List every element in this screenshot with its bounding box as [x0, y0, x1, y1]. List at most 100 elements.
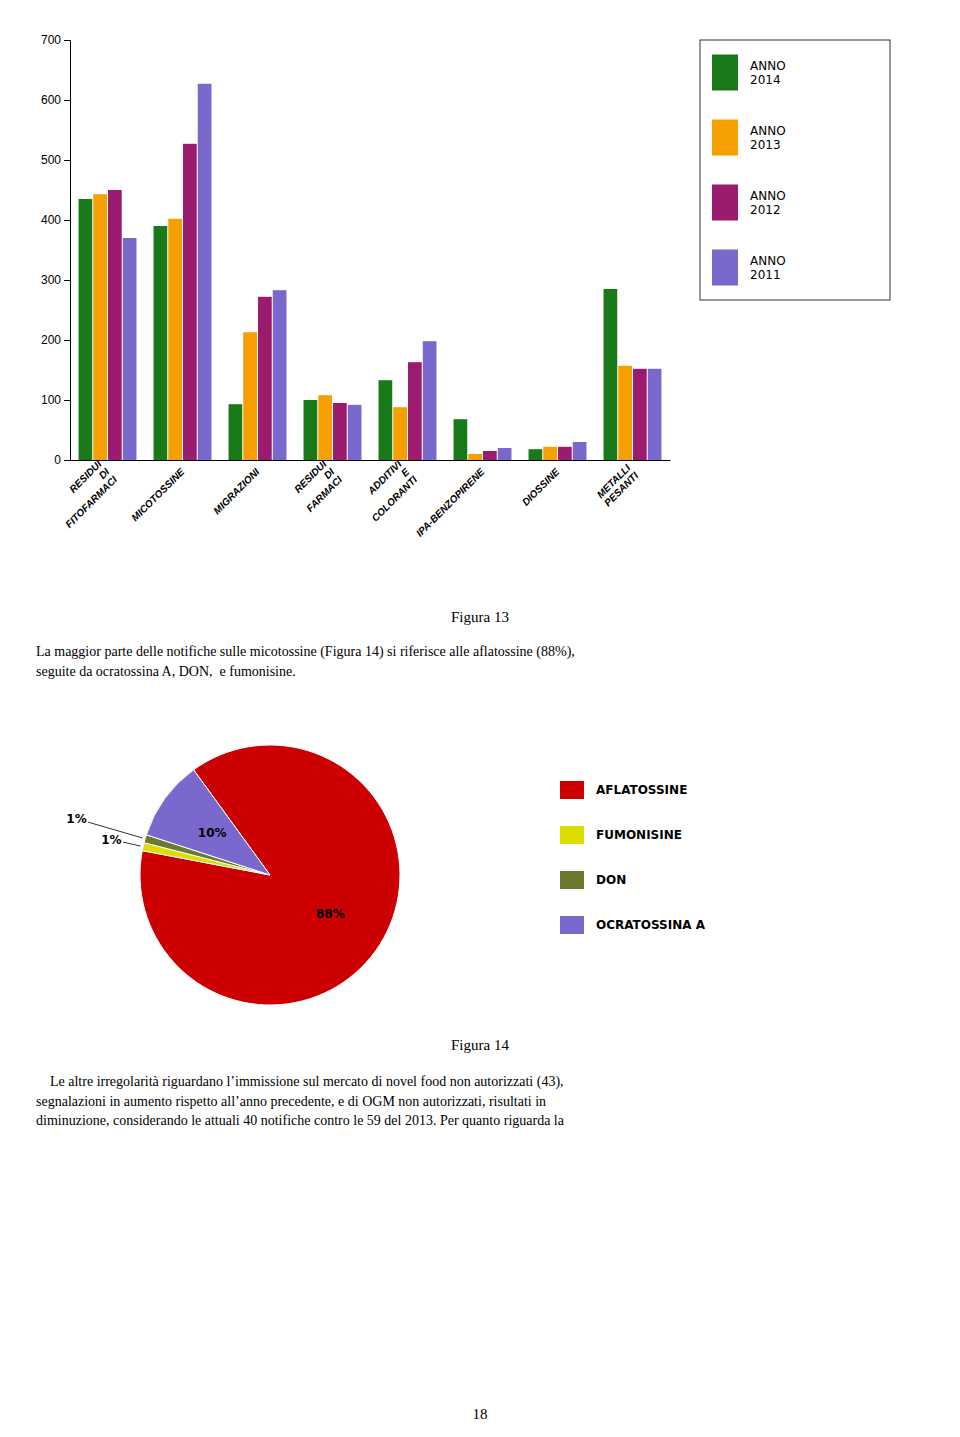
legend-swatch — [712, 120, 738, 156]
paragraph: Le altre irregolarità riguardano l’immis… — [36, 1074, 565, 1128]
data-label: 88% — [316, 907, 345, 921]
bar — [348, 405, 362, 460]
bar — [454, 419, 468, 460]
leader-line — [88, 822, 143, 838]
legend-item: FUMONISINE — [560, 826, 682, 844]
bar — [423, 341, 437, 460]
legend: ANNO2014 ANNO2013 ANNO2012 ANNO2011 — [700, 40, 890, 300]
bar — [318, 395, 332, 460]
bar-series — [93, 194, 632, 460]
legend-label: FUMONISINE — [596, 828, 682, 842]
bar — [258, 297, 272, 460]
bar — [483, 451, 497, 460]
tick-label: RESIDUIDIFARMACI — [289, 458, 345, 514]
data-label: 1% — [101, 833, 121, 847]
paragraph: La maggior parte delle notifiche sulle m… — [36, 644, 575, 679]
legend-label: ANNO2014 — [750, 59, 786, 87]
tick-label: 300 — [41, 273, 61, 287]
legend-swatch — [560, 871, 584, 889]
tick-label: DIOSSINE — [520, 466, 562, 508]
caption: Figura 13 — [451, 609, 509, 625]
legend-item: OCRATOSSINA A — [560, 916, 706, 934]
bar — [379, 380, 393, 460]
tick: 100 — [41, 393, 70, 407]
bars — [79, 84, 662, 460]
tick-label: 200 — [41, 333, 61, 347]
legend-label: ANNO2012 — [750, 189, 786, 217]
bar — [498, 448, 512, 460]
legend-item: ANNO2014 — [712, 55, 786, 91]
axis-line — [71, 460, 671, 461]
tick: 600 — [41, 93, 70, 107]
bar — [333, 403, 347, 460]
tick: IPA-BENZOPIRENE — [414, 466, 487, 539]
legend-item: ANNO2011 — [712, 250, 786, 286]
page: 0 100 200 300 400 500 600 700 RESIDUIDIFITOFARMA… — [0, 0, 960, 1437]
bar — [243, 332, 257, 460]
tick: MICOTOSSINE — [129, 466, 186, 523]
tick: 200 — [41, 333, 70, 347]
tick-label: 0 — [54, 453, 61, 467]
legend-swatch — [560, 826, 584, 844]
bar — [393, 407, 407, 460]
bar — [93, 194, 107, 460]
tick-label: RESIDUIDIFITOFARMACI — [48, 458, 120, 530]
bar — [468, 454, 482, 460]
tick: METALLIPESANTI — [594, 462, 640, 508]
legend-swatch — [560, 916, 584, 934]
tick: RESIDUIDIFARMACI — [289, 458, 345, 514]
legend-item: AFLATOSSINE — [560, 781, 687, 799]
tick-label: 400 — [41, 213, 61, 227]
legend-label: ANNO2013 — [750, 124, 786, 152]
leader-line — [123, 842, 140, 846]
legend-item: DON — [560, 871, 626, 889]
bar — [304, 400, 318, 460]
tick-mark — [64, 280, 70, 281]
legend-swatch — [712, 55, 738, 91]
pie-chart: 88%1%1%10% — [66, 745, 400, 1005]
tick-mark — [64, 40, 70, 41]
legend-swatch — [712, 250, 738, 286]
data-labels: 88%1%1%10% — [66, 812, 344, 921]
tick-mark — [64, 160, 70, 161]
tick-label: 500 — [41, 153, 61, 167]
tick-label: IPA-BENZOPIRENE — [414, 466, 487, 539]
legend: AFLATOSSINE FUMONISINE DON OCRATOSSINA A — [560, 781, 706, 934]
slices — [140, 745, 400, 1005]
slice — [140, 745, 400, 1005]
bar — [168, 219, 182, 460]
legend-item: ANNO2012 — [712, 185, 786, 221]
bar — [79, 199, 93, 460]
bar — [573, 442, 587, 460]
bar — [229, 404, 243, 460]
bar — [529, 449, 543, 460]
tick-mark — [64, 220, 70, 221]
bar — [648, 369, 662, 460]
tick: 700 — [41, 33, 70, 47]
bar — [408, 362, 422, 460]
bar-series — [123, 84, 662, 460]
bar — [633, 369, 647, 460]
bar — [108, 190, 122, 460]
legend-item: ANNO2013 — [712, 120, 786, 156]
y-axis: 0 100 200 300 400 500 600 700 — [41, 33, 71, 467]
tick-label: 600 — [41, 93, 61, 107]
bar — [183, 144, 197, 460]
bar — [123, 238, 137, 460]
tick: ADDITIVIECOLORANTI — [354, 458, 420, 524]
bar — [618, 366, 632, 460]
tick-mark — [64, 400, 70, 401]
legend-label: OCRATOSSINA A — [596, 918, 706, 932]
tick-label: 100 — [41, 393, 61, 407]
legend-swatch — [712, 185, 738, 221]
x-axis: RESIDUIDIFITOFARMACIMICOTOSSINEMIGRAZION… — [48, 458, 671, 538]
tick: 400 — [41, 213, 70, 227]
tick-label: METALLIPESANTI — [594, 462, 640, 508]
caption: Figura 14 — [451, 1037, 509, 1053]
tick-mark — [64, 460, 70, 461]
tick-mark — [64, 100, 70, 101]
tick: 300 — [41, 273, 70, 287]
bar — [273, 290, 287, 460]
axis-line — [64, 41, 71, 461]
data-label: 1% — [66, 812, 86, 826]
